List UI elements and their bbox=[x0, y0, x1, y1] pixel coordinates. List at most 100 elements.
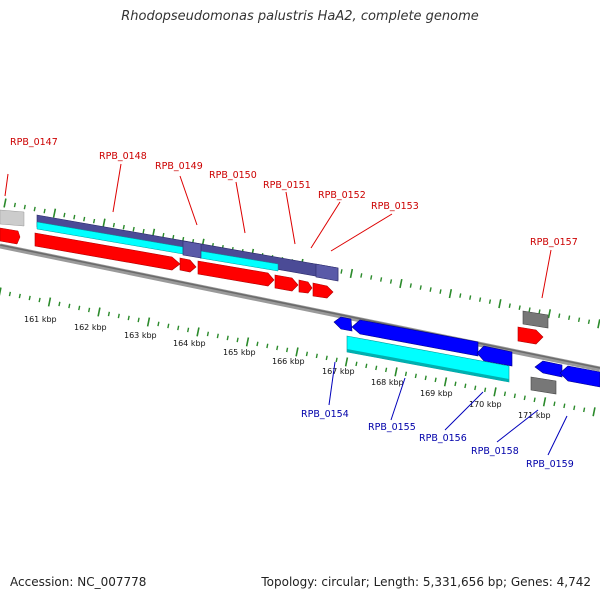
minor-tick bbox=[137, 317, 140, 323]
minor-tick bbox=[28, 295, 31, 301]
ruler-label: 168 kbp bbox=[371, 378, 404, 387]
ruler-label: 163 kbp bbox=[124, 331, 157, 340]
pseudo-gene-0157[interactable] bbox=[522, 310, 549, 329]
minor-tick bbox=[162, 232, 165, 238]
gene-label-rpb-0159[interactable]: RPB_0159 bbox=[526, 459, 574, 470]
minor-tick bbox=[459, 293, 462, 298]
pseudo-gene-left[interactable] bbox=[0, 209, 25, 227]
minor-tick bbox=[112, 222, 115, 228]
minor-tick bbox=[568, 315, 571, 321]
minor-tick bbox=[23, 204, 26, 210]
minor-tick bbox=[484, 387, 487, 393]
minor-tick bbox=[474, 385, 477, 391]
rna-band-reverse-edge bbox=[347, 349, 509, 382]
gene-label-rpb-0157[interactable]: RPB_0157 bbox=[530, 237, 578, 248]
gene-block-0149[interactable] bbox=[182, 240, 202, 259]
minor-tick bbox=[335, 357, 338, 363]
minor-tick bbox=[404, 371, 408, 377]
minor-tick bbox=[558, 313, 561, 319]
cds-rpb-0157[interactable] bbox=[517, 326, 544, 345]
major-tick bbox=[547, 309, 552, 319]
cds-rpb-0149[interactable] bbox=[179, 257, 197, 273]
cds-rpb-0156[interactable] bbox=[476, 345, 513, 367]
minor-tick bbox=[68, 303, 71, 309]
minor-tick bbox=[424, 375, 427, 381]
gene-label-rpb-0149[interactable]: RPB_0149 bbox=[155, 161, 203, 172]
ruler-labels: 161 kbp 162 kbp 163 kbp 164 kbp 165 kbp … bbox=[24, 315, 551, 420]
gene-label-rpb-0154[interactable]: RPB_0154 bbox=[301, 409, 349, 420]
minor-tick bbox=[266, 343, 269, 349]
major-tick bbox=[349, 268, 354, 279]
minor-tick bbox=[577, 317, 581, 323]
ruler-label: 169 kbp bbox=[420, 389, 453, 398]
minor-tick bbox=[117, 313, 120, 319]
minor-tick bbox=[439, 289, 442, 294]
ruler-label: 164 kbp bbox=[173, 339, 206, 348]
cds-rpb-0148[interactable] bbox=[34, 232, 181, 271]
gene-label-rpb-0155[interactable]: RPB_0155 bbox=[368, 422, 416, 433]
gene-label-rpb-0151[interactable]: RPB_0151 bbox=[263, 180, 311, 191]
minor-tick bbox=[63, 212, 66, 218]
cds-rpb-0153[interactable] bbox=[312, 282, 334, 299]
minor-tick bbox=[256, 341, 259, 347]
minor-tick bbox=[83, 216, 86, 222]
minor-tick bbox=[414, 373, 417, 379]
cds-rpb-0151[interactable] bbox=[274, 274, 299, 292]
minor-tick bbox=[469, 295, 472, 300]
minor-tick bbox=[43, 208, 46, 214]
genome-summary-text: Topology: circular; Length: 5,331,656 bp… bbox=[261, 575, 591, 589]
minor-tick bbox=[488, 299, 492, 304]
minor-tick bbox=[8, 291, 12, 297]
minor-tick bbox=[523, 395, 526, 401]
ruler-label: 161 kbp bbox=[24, 315, 57, 324]
minor-tick bbox=[379, 277, 383, 282]
major-tick bbox=[399, 278, 403, 289]
forward-leaders bbox=[4, 163, 552, 299]
map-title: Rhodopseudomonas palustris HaA2, complet… bbox=[121, 9, 479, 24]
minor-tick bbox=[478, 297, 482, 302]
minor-tick bbox=[58, 301, 61, 307]
gene-label-rpb-0156[interactable]: RPB_0156 bbox=[419, 433, 467, 444]
minor-tick bbox=[409, 283, 412, 288]
minor-tick bbox=[73, 214, 76, 220]
gene-label-rpb-0148[interactable]: RPB_0148 bbox=[99, 151, 147, 162]
gene-label-rpb-0152[interactable]: RPB_0152 bbox=[318, 190, 366, 201]
minor-tick bbox=[385, 367, 388, 373]
gene-label-rpb-0158[interactable]: RPB_0158 bbox=[471, 446, 519, 457]
minor-tick bbox=[92, 218, 96, 224]
minor-tick bbox=[276, 345, 279, 351]
major-tick bbox=[542, 397, 547, 407]
forward-gene-labels: RPB_0147 RPB_0148 RPB_0149 RPB_0150 RPB_… bbox=[10, 137, 578, 248]
minor-tick bbox=[132, 226, 135, 232]
major-tick bbox=[245, 337, 250, 347]
cds-rpb-0150[interactable] bbox=[197, 260, 275, 287]
minor-tick bbox=[216, 333, 219, 339]
ruler-label: 170 kbp bbox=[469, 400, 502, 409]
cds-rpb-0158[interactable] bbox=[534, 360, 563, 378]
major-tick bbox=[196, 327, 200, 337]
pseudo-gene-0158[interactable] bbox=[530, 376, 557, 395]
gene-label-rpb-0153[interactable]: RPB_0153 bbox=[371, 201, 419, 212]
minor-tick bbox=[360, 273, 363, 278]
gene-block-0152[interactable] bbox=[315, 263, 339, 282]
major-tick bbox=[448, 289, 453, 299]
minor-tick bbox=[87, 307, 91, 313]
minor-tick bbox=[226, 335, 229, 341]
minor-tick bbox=[18, 293, 21, 299]
gene-label-rpb-0150[interactable]: RPB_0150 bbox=[209, 170, 257, 181]
cds-rpb-0154[interactable] bbox=[333, 316, 353, 332]
cds-left-edge[interactable] bbox=[0, 227, 21, 245]
cds-rpb-0155[interactable] bbox=[351, 319, 479, 357]
minor-tick bbox=[454, 381, 457, 387]
gene-label-rpb-0147[interactable]: RPB_0147 bbox=[10, 137, 58, 148]
major-tick bbox=[52, 208, 57, 218]
genome-backbone bbox=[0, 243, 600, 372]
cds-rpb-0152[interactable] bbox=[298, 279, 313, 294]
minor-tick bbox=[503, 391, 507, 397]
major-tick bbox=[394, 367, 398, 377]
cds-rpb-0159[interactable] bbox=[559, 365, 600, 388]
minor-tick bbox=[389, 279, 393, 284]
minor-tick bbox=[142, 228, 145, 234]
major-tick bbox=[3, 198, 7, 208]
